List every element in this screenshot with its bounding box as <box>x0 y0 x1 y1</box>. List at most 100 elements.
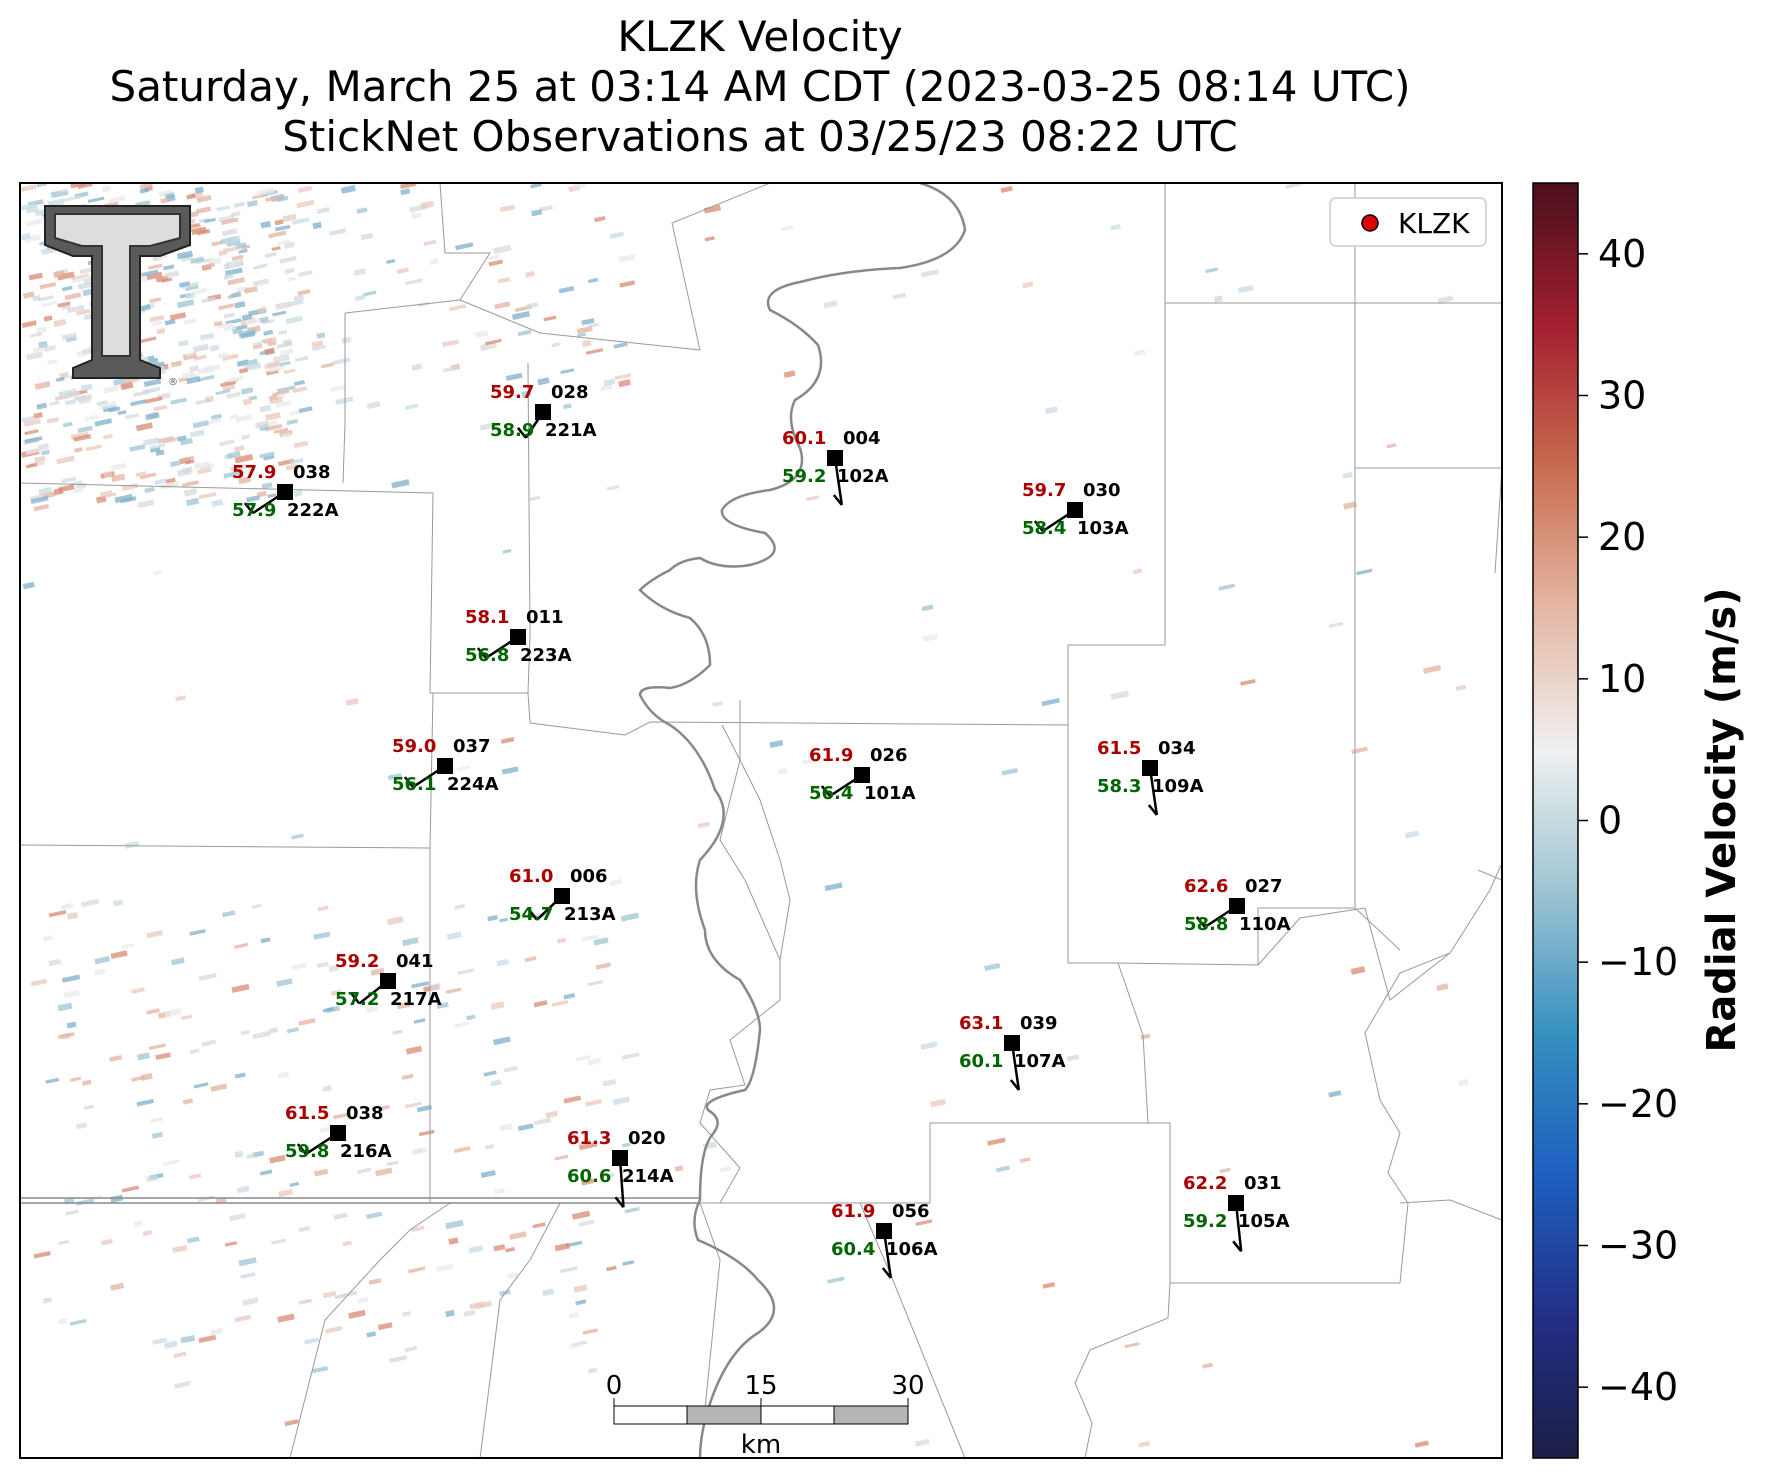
velocity-pixel <box>545 1110 558 1119</box>
velocity-pixel <box>135 422 153 432</box>
velocity-pixel <box>295 356 309 363</box>
velocity-pixel <box>268 1027 279 1034</box>
velocity-pixel <box>291 217 310 225</box>
station-dewpoint: 54.7 <box>509 904 553 925</box>
velocity-pixel <box>120 381 134 391</box>
station-wind-direction: 102A <box>837 466 889 487</box>
map-background <box>20 183 1502 1458</box>
velocity-pixel <box>25 446 41 455</box>
station-id: 037 <box>453 736 491 757</box>
station-marker-icon <box>876 1223 892 1239</box>
velocity-pixel <box>244 362 262 372</box>
velocity-pixel <box>587 1057 602 1066</box>
velocity-pixel <box>454 903 466 910</box>
velocity-pixel <box>131 987 145 994</box>
velocity-pixel <box>619 280 636 288</box>
wind-barb-flag <box>516 427 527 439</box>
velocity-pixel <box>404 403 419 410</box>
title-line-2: Saturday, March 25 at 03:14 AM CDT (2023… <box>109 62 1411 111</box>
station-plot: 58.1 011 56.8 223A <box>465 607 572 666</box>
velocity-pixel <box>85 444 102 452</box>
velocity-pixel <box>185 497 200 507</box>
velocity-pixel <box>183 488 198 497</box>
colorbar-tick-label: 40 <box>1598 232 1646 276</box>
velocity-pixel <box>342 1240 352 1247</box>
velocity-pixel <box>984 962 1001 972</box>
velocity-pixel <box>289 1181 300 1187</box>
velocity-pixel <box>142 386 161 395</box>
velocity-pixel <box>238 476 252 485</box>
velocity-pixel <box>524 956 537 963</box>
velocity-pixel <box>29 332 43 338</box>
velocity-pixel <box>594 216 606 223</box>
velocity-pixel <box>198 1334 217 1344</box>
velocity-pixel <box>38 486 52 495</box>
velocity-pixel <box>405 1045 423 1055</box>
velocity-pixel <box>94 955 111 965</box>
station-plot: 59.0 037 56.1 224A <box>392 736 499 795</box>
velocity-pixel <box>293 380 305 386</box>
velocity-pixel <box>137 499 155 509</box>
velocity-pixel <box>703 204 722 214</box>
velocity-pixel <box>153 404 168 412</box>
legend: KLZK <box>1329 197 1487 247</box>
velocity-pixel <box>28 272 43 281</box>
velocity-pixel <box>278 329 288 336</box>
velocity-pixel <box>401 1073 414 1081</box>
velocity-pixel <box>53 270 66 279</box>
velocity-pixel <box>612 1096 630 1106</box>
velocity-pixel <box>76 308 91 316</box>
colorbar-tick-label: −30 <box>1598 1224 1678 1268</box>
velocity-pixel <box>330 989 342 997</box>
station-wind-direction: 224A <box>447 774 499 795</box>
velocity-pixel <box>238 248 248 254</box>
velocity-pixel <box>188 1173 202 1180</box>
velocity-pixel <box>479 341 498 352</box>
velocity-pixel <box>191 287 208 296</box>
velocity-pixel <box>37 295 55 302</box>
velocity-pixel <box>392 1029 403 1035</box>
velocity-pixel <box>581 934 599 942</box>
velocity-pixel <box>320 362 335 369</box>
velocity-pixel <box>144 486 155 493</box>
velocity-pixel <box>233 445 245 452</box>
velocity-pixel <box>353 268 367 277</box>
velocity-pixel <box>410 1225 425 1233</box>
title-line-3: StickNet Observations at 03/25/23 08:22 … <box>282 112 1238 161</box>
velocity-pixel <box>223 324 237 333</box>
wind-barb-flag <box>832 494 843 506</box>
velocity-pixel <box>445 987 462 994</box>
velocity-pixel <box>448 304 467 312</box>
station-id: 006 <box>570 866 608 887</box>
velocity-pixel <box>293 294 305 302</box>
wind-barb-flag <box>1033 520 1044 532</box>
velocity-pixel <box>275 400 292 408</box>
velocity-pixel <box>149 447 161 453</box>
velocity-pixel <box>1044 406 1058 415</box>
velocity-pixel <box>533 1117 552 1126</box>
velocity-pixel <box>263 336 277 345</box>
velocity-pixel <box>205 418 222 425</box>
velocity-pixel <box>83 1104 95 1110</box>
wind-barb-flag <box>528 909 538 921</box>
wind-barb-flag <box>350 992 361 1005</box>
velocity-pixel <box>581 317 595 326</box>
velocity-pixel <box>151 320 163 327</box>
velocity-pixel <box>177 339 189 347</box>
velocity-pixel <box>276 239 292 246</box>
station-plot: 59.2 041 57.2 217A <box>335 951 442 1010</box>
wind-barb-shaft <box>618 1157 625 1208</box>
velocity-pixel <box>286 1027 300 1034</box>
station-temperature: 63.1 <box>959 1013 1003 1034</box>
velocity-pixel <box>588 1367 598 1374</box>
station-plot: 59.7 028 58.9 221A <box>490 382 597 441</box>
velocity-pixel <box>226 451 241 459</box>
velocity-pixel <box>1066 1054 1080 1062</box>
velocity-pixel <box>445 1309 455 1318</box>
velocity-pixel <box>484 338 502 346</box>
velocity-pixel <box>110 1282 125 1291</box>
velocity-pixel <box>183 318 197 325</box>
velocity-pixel <box>66 304 85 314</box>
velocity-pixel <box>1218 583 1236 591</box>
velocity-pixel <box>995 1165 1010 1173</box>
